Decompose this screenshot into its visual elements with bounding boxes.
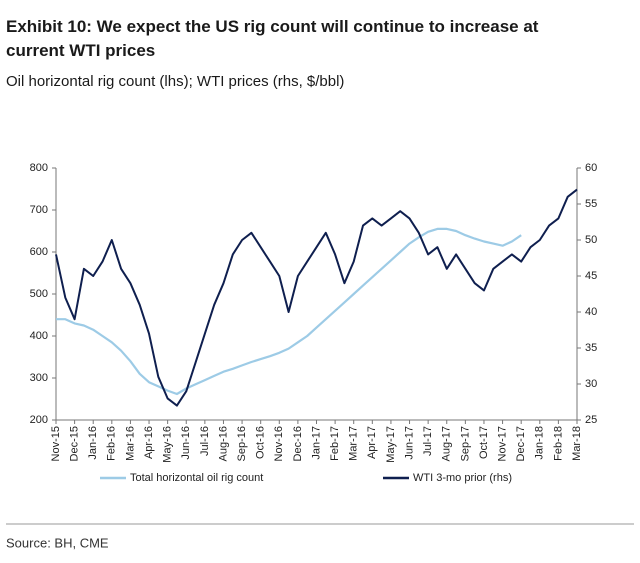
x-tick-label: Dec-16 xyxy=(292,426,304,461)
y2-tick-label: 30 xyxy=(585,378,597,390)
x-tick-label: Mar-17 xyxy=(348,426,360,461)
x-tick-label: Apr-16 xyxy=(143,426,155,459)
x-tick-label: Mar-16 xyxy=(124,426,136,461)
x-tick-label: Jan-16 xyxy=(87,426,99,460)
x-tick-label: Sep-17 xyxy=(459,426,471,461)
x-tick-label: Jan-17 xyxy=(310,426,322,460)
y-tick-label: 300 xyxy=(30,372,48,384)
x-tick-label: Oct-17 xyxy=(478,426,490,459)
series-line xyxy=(55,188,578,407)
source: Source: BH, CME xyxy=(6,535,109,550)
y2-tick-label: 60 xyxy=(585,162,597,174)
y2-tick-label: 45 xyxy=(585,270,597,282)
x-tick-label: Feb-16 xyxy=(106,426,118,461)
y2-tick-label: 50 xyxy=(585,234,597,246)
legend-label: Total horizontal oil rig count xyxy=(130,472,263,484)
x-tick-label: Aug-16 xyxy=(217,426,229,461)
x-tick-label: Feb-17 xyxy=(329,426,341,461)
x-tick-label: May-17 xyxy=(385,426,397,463)
x-tick-label: Sep-16 xyxy=(236,426,248,461)
series-line xyxy=(56,227,522,396)
y2-tick-label: 40 xyxy=(585,306,597,318)
y2-tick-label: 55 xyxy=(585,198,597,210)
y-tick-label: 200 xyxy=(30,414,48,426)
x-tick-label: Nov-16 xyxy=(273,426,285,461)
x-tick-label: Jun-17 xyxy=(403,426,415,460)
x-tick-label: Mar-18 xyxy=(571,426,583,461)
y-tick-label: 700 xyxy=(30,204,48,216)
x-tick-label: Feb-18 xyxy=(552,426,564,461)
x-tick-label: Jul-16 xyxy=(199,426,211,456)
chart-subtitle: Oil horizontal rig count (lhs); WTI pric… xyxy=(6,73,344,90)
x-tick-label: May-16 xyxy=(162,426,174,463)
x-tick-label: Jun-16 xyxy=(180,426,192,460)
x-tick-label: Dec-17 xyxy=(515,426,527,461)
x-tick-label: Jan-18 xyxy=(534,426,546,460)
x-tick-label: Jul-17 xyxy=(422,426,434,456)
x-tick-label: Nov-15 xyxy=(50,426,62,461)
y-tick-label: 500 xyxy=(30,288,48,300)
x-tick-label: Aug-17 xyxy=(441,426,453,461)
x-tick-label: Nov-17 xyxy=(496,426,508,461)
legend-label: WTI 3-mo prior (rhs) xyxy=(413,472,512,484)
x-tick-label: Dec-15 xyxy=(69,426,81,461)
y2-tick-label: 35 xyxy=(585,342,597,354)
x-tick-label: Oct-16 xyxy=(255,426,267,459)
y-tick-label: 400 xyxy=(30,330,48,342)
y-tick-label: 600 xyxy=(30,246,48,258)
chart-title: Exhibit 10: We expect the US rig count w… xyxy=(6,17,539,60)
x-tick-label: Apr-17 xyxy=(366,426,378,459)
y-tick-label: 800 xyxy=(30,162,48,174)
y2-tick-label: 25 xyxy=(585,414,597,426)
